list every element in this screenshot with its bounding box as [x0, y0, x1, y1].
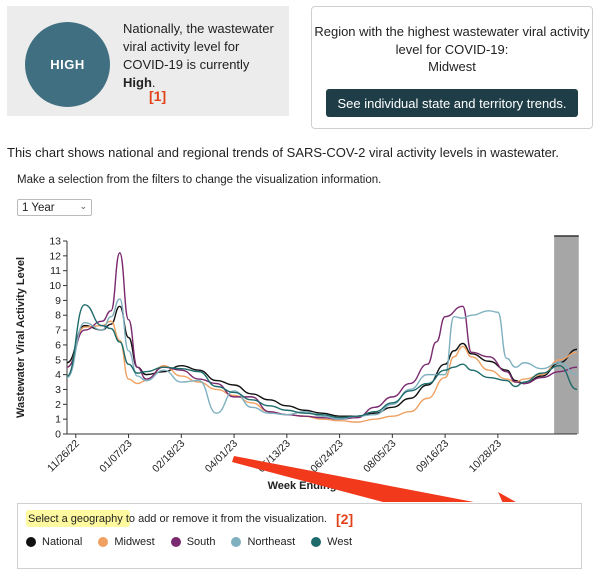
y-tick-label: 1: [55, 414, 61, 426]
legend-label: National: [42, 536, 83, 548]
annotation-2: [2]: [336, 511, 354, 527]
legend-dot: [231, 537, 242, 547]
region-name: Midwest: [428, 59, 476, 74]
legend-dot: [98, 537, 109, 547]
x-tick-label: 01/07/23: [97, 438, 134, 475]
x-tick-label: 11/26/22: [45, 438, 82, 475]
x-tick-label: 08/05/23: [361, 438, 398, 475]
state-trends-button[interactable]: See individual state and territory trend…: [326, 89, 578, 117]
highlight-mark: [26, 510, 130, 527]
national-summary-card: HIGH Nationally, the wastewater viral ac…: [7, 6, 289, 116]
legend-item-national[interactable]: National: [26, 536, 82, 548]
series-line-northeast: [66, 298, 578, 420]
series-line-south: [66, 252, 578, 420]
legend-items: National Midwest South Northeast West: [26, 536, 368, 548]
legend-label: South: [186, 536, 216, 548]
chevron-down-icon: ⌄: [79, 201, 87, 211]
series-line-midwest: [66, 320, 578, 423]
legend-item-south[interactable]: South: [170, 536, 216, 548]
highest-region-card: Region with the highest wastewater viral…: [311, 6, 593, 129]
x-tick-label: 02/18/23: [150, 438, 187, 475]
x-tick-label: 09/16/23: [414, 438, 451, 475]
legend-item-midwest[interactable]: Midwest: [98, 536, 155, 548]
y-tick-label: 3: [55, 384, 61, 396]
legend-dot: [26, 537, 36, 547]
y-tick-label: 8: [55, 310, 61, 322]
y-tick-label: 7: [55, 325, 61, 337]
legend-item-west[interactable]: West: [311, 536, 352, 548]
y-tick-label: 0: [55, 429, 61, 441]
y-tick-label: 4: [55, 369, 61, 381]
time-period-select[interactable]: 1 Year ⌄: [17, 199, 92, 216]
y-tick-label: 12: [49, 250, 61, 262]
filter-instructions: Make a selection from the filters to cha…: [17, 174, 382, 186]
legend-box: Select a geography to add or remove it f…: [17, 503, 582, 569]
y-tick-label: 10: [49, 280, 61, 292]
national-summary-text: Nationally, the wastewater viral activit…: [123, 21, 274, 90]
chart-description: This chart shows national and regional t…: [7, 145, 560, 160]
region-heading: Region with the highest wastewater viral…: [314, 24, 590, 57]
legend-label: West: [327, 536, 353, 548]
legend-label: Midwest: [114, 536, 155, 548]
legend-hint: Select a geography to add or remove it f…: [28, 513, 327, 525]
legend-label: Northeast: [247, 536, 296, 548]
y-tick-label: 5: [55, 354, 61, 366]
level-badge: HIGH: [25, 22, 110, 107]
level-value: High: [123, 75, 152, 90]
y-tick-label: 13: [49, 236, 61, 248]
legend-dot: [311, 537, 322, 547]
x-tick-label: 10/28/23: [467, 438, 504, 475]
y-tick-label: 11: [50, 265, 61, 277]
y-axis-title: Wastewater Viral Activity Level: [15, 257, 27, 418]
legend-dot: [170, 537, 181, 547]
legend-item-northeast[interactable]: Northeast: [231, 536, 295, 548]
latest-week-band: [554, 236, 579, 434]
y-tick-label: 9: [55, 295, 61, 307]
y-tick-label: 2: [55, 399, 61, 411]
red-arrow-annotation: [232, 456, 516, 502]
series-line-west: [66, 304, 578, 419]
x-tick-label: 06/24/23: [308, 438, 345, 475]
annotation-1: [1]: [149, 88, 167, 104]
y-tick-label: 6: [55, 339, 61, 351]
